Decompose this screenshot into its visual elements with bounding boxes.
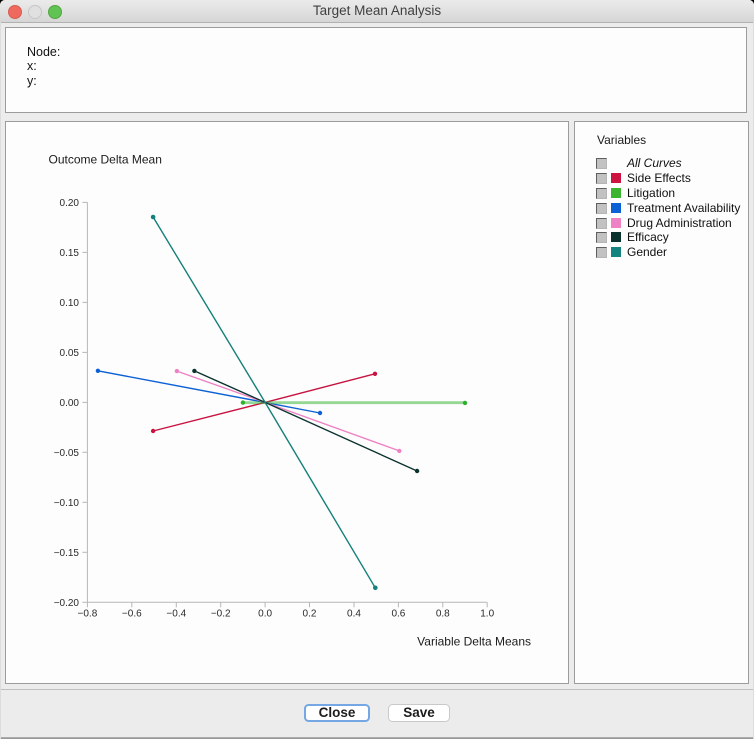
svg-text:−0.4: −0.4	[166, 609, 186, 620]
svg-text:0.20: 0.20	[60, 198, 80, 209]
svg-text:0.00: 0.00	[60, 398, 80, 409]
svg-text:−0.6: −0.6	[122, 609, 142, 620]
svg-text:0.2: 0.2	[303, 609, 317, 620]
svg-text:−0.05: −0.05	[54, 448, 80, 459]
svg-text:−0.2: −0.2	[211, 609, 231, 620]
svg-text:1.0: 1.0	[480, 609, 494, 620]
svg-text:0.4: 0.4	[347, 609, 361, 620]
svg-text:Outcome Delta Mean: Outcome Delta Mean	[49, 153, 162, 167]
svg-text:0.6: 0.6	[391, 609, 405, 620]
svg-text:Variable Delta Means: Variable Delta Means	[417, 635, 531, 649]
svg-text:0.0: 0.0	[258, 609, 272, 620]
svg-text:−0.15: −0.15	[54, 548, 80, 559]
svg-text:−0.8: −0.8	[78, 609, 98, 620]
svg-text:0.05: 0.05	[60, 348, 80, 359]
svg-text:0.8: 0.8	[436, 609, 450, 620]
svg-text:−0.20: −0.20	[54, 598, 80, 609]
svg-text:−0.10: −0.10	[54, 498, 80, 509]
svg-text:0.10: 0.10	[60, 298, 80, 309]
svg-text:0.15: 0.15	[60, 248, 80, 259]
